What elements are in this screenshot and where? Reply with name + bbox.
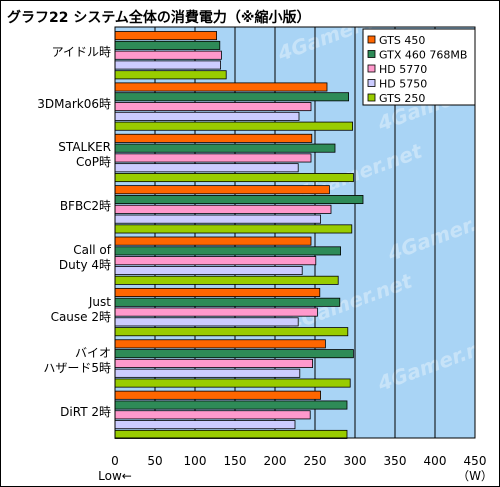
bar-1-7 — [114, 400, 348, 410]
category-label-3: BFBC2時 — [59, 199, 111, 214]
x-tick-label: 350 — [384, 454, 407, 468]
x-tick-label: 0 — [111, 454, 119, 468]
bar-3-5 — [114, 317, 299, 327]
bar-0-5 — [114, 287, 321, 297]
x-tick-label: 450 — [464, 454, 487, 468]
bar-4-1 — [114, 121, 354, 131]
category-label-5: Just Cause 2時 — [50, 294, 111, 324]
legend-label-2: HD 5770 — [379, 63, 427, 76]
x-tick-label: 200 — [264, 454, 287, 468]
x-axis-label: Low← — [98, 469, 132, 483]
chart-title: グラフ22 システム全体の消費電力（※縮小版） — [7, 10, 311, 26]
bar-0-4 — [114, 236, 312, 246]
bar-1-0 — [114, 40, 221, 50]
bar-0-3 — [114, 185, 330, 195]
category-label-7: DiRT 2時 — [60, 404, 111, 419]
x-tick-label: 250 — [304, 454, 327, 468]
legend-swatch-2 — [367, 64, 376, 73]
x-tick-label: 50 — [147, 454, 162, 468]
legend-swatch-4 — [367, 93, 376, 102]
bar-4-6 — [114, 378, 351, 388]
bar-1-3 — [114, 195, 364, 205]
bar-2-6 — [114, 358, 314, 368]
bar-1-1 — [114, 92, 350, 102]
bar-2-2 — [114, 153, 312, 163]
bar-1-5 — [114, 297, 341, 307]
bar-4-2 — [114, 173, 354, 183]
bar-2-5 — [114, 307, 318, 317]
bar-0-6 — [114, 339, 326, 349]
bar-4-4 — [114, 275, 339, 285]
legend — [362, 28, 476, 106]
category-label-4: Call of Duty 4時 — [58, 243, 111, 273]
bar-0-7 — [114, 390, 322, 400]
bar-1-2 — [114, 143, 336, 153]
legend-swatch-0 — [367, 35, 376, 44]
bar-1-6 — [114, 349, 354, 359]
bar-4-5 — [114, 327, 349, 337]
legend-swatch-1 — [367, 50, 376, 58]
bar-2-7 — [114, 410, 311, 420]
plot-border — [114, 26, 476, 439]
x-tick-label: 400 — [424, 454, 447, 468]
bar-2-0 — [114, 50, 222, 60]
bar-4-3 — [114, 224, 353, 234]
x-tick-label: 100 — [184, 454, 207, 468]
legend-label-0: GTS 450 — [379, 34, 425, 47]
bar-0-1 — [114, 82, 328, 92]
bar-3-1 — [114, 111, 300, 121]
legend-label-4: GTS 250 — [379, 92, 425, 105]
bar-3-6 — [114, 368, 301, 378]
bar-3-2 — [114, 163, 299, 173]
bar-4-7 — [114, 429, 348, 439]
legend-label-1: GTX 460 768MB — [379, 49, 467, 62]
x-tick-label: 300 — [344, 454, 367, 468]
bar-0-0 — [114, 31, 217, 41]
legend-label-3: HD 5750 — [379, 78, 427, 91]
category-label-0: アイドル時 — [51, 45, 111, 60]
category-label-2: STALKER CoP時 — [58, 140, 111, 170]
bar-2-1 — [114, 102, 312, 112]
category-label-6: バイオ ハザード5時 — [43, 345, 111, 375]
legend-swatch-3 — [367, 79, 376, 87]
bar-4-0 — [114, 70, 227, 80]
bar-3-0 — [114, 60, 221, 70]
bar-2-4 — [114, 256, 317, 266]
bar-3-7 — [114, 420, 296, 430]
bar-3-3 — [114, 214, 322, 224]
bar-0-2 — [114, 133, 313, 143]
x-unit-label: （W） — [457, 469, 493, 483]
bar-1-4 — [114, 246, 342, 256]
category-label-1: 3DMark06時 — [37, 96, 111, 111]
bar-3-4 — [114, 265, 303, 275]
bar-2-3 — [114, 204, 332, 214]
x-tick-label: 150 — [224, 454, 247, 468]
